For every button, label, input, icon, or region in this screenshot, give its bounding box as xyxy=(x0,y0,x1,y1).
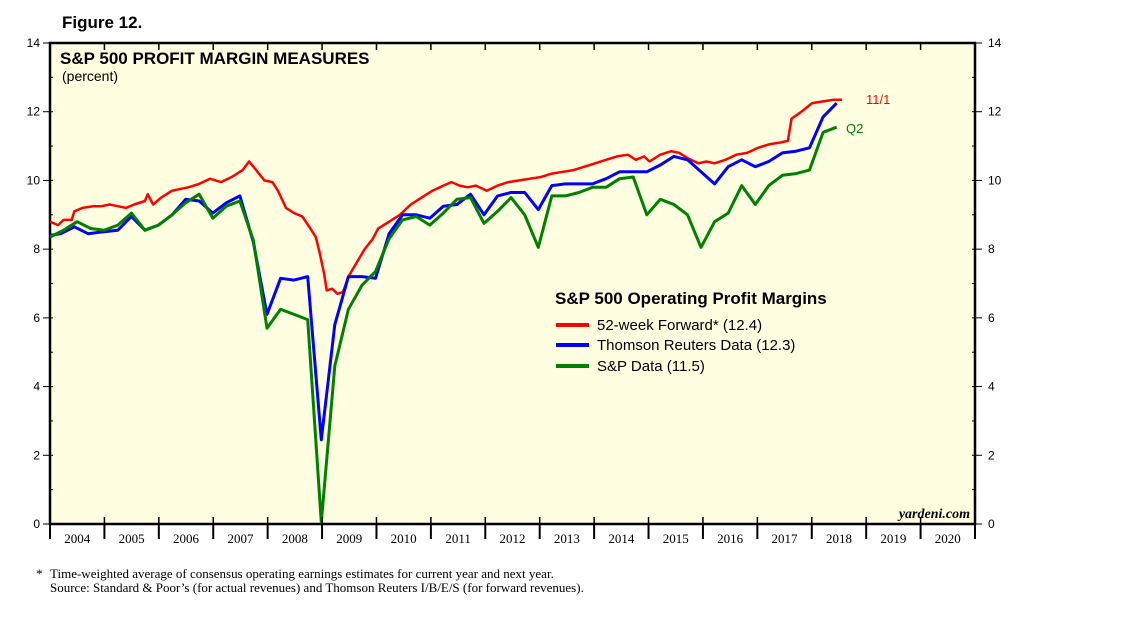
x-tick-label: 2012 xyxy=(500,531,526,546)
footnote-asterisk: * xyxy=(36,566,43,581)
series-line-forward xyxy=(50,98,843,296)
axis-layer: 0 0 2 2 4 4 6 6 8 8 10 10 12 12 14 14 2004 2005 2006 2007 20… xyxy=(27,36,1002,546)
y-tick-label-right: 2 xyxy=(988,448,995,462)
series-line-thomson xyxy=(50,102,838,442)
watermark: yardeni.com xyxy=(897,507,970,522)
footnote-line-1: Time-weighted average of consensus opera… xyxy=(50,566,554,581)
x-tick-label: 2011 xyxy=(445,531,471,546)
y-tick-label-left: 14 xyxy=(27,36,41,50)
x-tick-label: 2014 xyxy=(608,531,635,546)
legend-label-sp: S&P Data (11.5) xyxy=(597,358,705,375)
y-tick-label-right: 10 xyxy=(988,173,1002,187)
figure-label: Figure 12. xyxy=(62,13,142,32)
chart-subtitle: (percent) xyxy=(62,68,118,84)
y-tick-label-left: 12 xyxy=(27,105,41,119)
x-tick-label: 2017 xyxy=(772,531,799,546)
legend-label-forward: 52-week Forward* (12.4) xyxy=(597,317,762,334)
x-tick-label: 2009 xyxy=(336,531,362,546)
y-tick-label-left: 8 xyxy=(33,242,40,256)
y-tick-label-right: 8 xyxy=(988,242,995,256)
x-tick-label: 2005 xyxy=(119,531,145,546)
y-tick-label-left: 2 xyxy=(33,448,40,462)
y-tick-label-left: 10 xyxy=(27,173,41,187)
x-tick-label: 2013 xyxy=(554,531,580,546)
end-label-sp: Q2 xyxy=(846,121,863,136)
plot-area xyxy=(48,41,977,526)
chart-title: S&P 500 PROFIT MARGIN MEASURES xyxy=(60,49,370,68)
legend: S&P 500 Operating Profit Margins 52-week… xyxy=(555,289,827,375)
x-tick-label: 2016 xyxy=(717,531,744,546)
x-tick-label: 2020 xyxy=(935,531,961,546)
series-layer xyxy=(50,98,843,524)
legend-title: S&P 500 Operating Profit Margins xyxy=(555,289,827,308)
x-tick-label: 2010 xyxy=(391,531,417,546)
x-tick-label: 2019 xyxy=(880,531,906,546)
x-tick-label: 2004 xyxy=(64,531,91,546)
x-tick-label: 2008 xyxy=(282,531,308,546)
x-tick-label: 2007 xyxy=(227,531,254,546)
y-tick-label-right: 4 xyxy=(988,380,995,394)
y-tick-label-right: 6 xyxy=(988,311,995,325)
x-tick-label: 2015 xyxy=(663,531,689,546)
legend-label-thomson: Thomson Reuters Data (12.3) xyxy=(597,337,795,354)
x-tick-label: 2018 xyxy=(826,531,852,546)
series-line-sp xyxy=(50,125,838,524)
x-tick-label: 2006 xyxy=(173,531,200,546)
y-tick-label-left: 4 xyxy=(33,380,40,394)
y-tick-label-left: 6 xyxy=(33,311,40,325)
y-tick-label-right: 0 xyxy=(988,517,995,531)
y-tick-label-right: 14 xyxy=(988,36,1002,50)
end-label-forward: 11/1 xyxy=(866,92,890,107)
y-tick-label-right: 12 xyxy=(988,105,1002,119)
footnote-line-2: Source: Standard & Poor’s (for actual re… xyxy=(50,580,584,595)
y-tick-label-left: 0 xyxy=(33,517,40,531)
